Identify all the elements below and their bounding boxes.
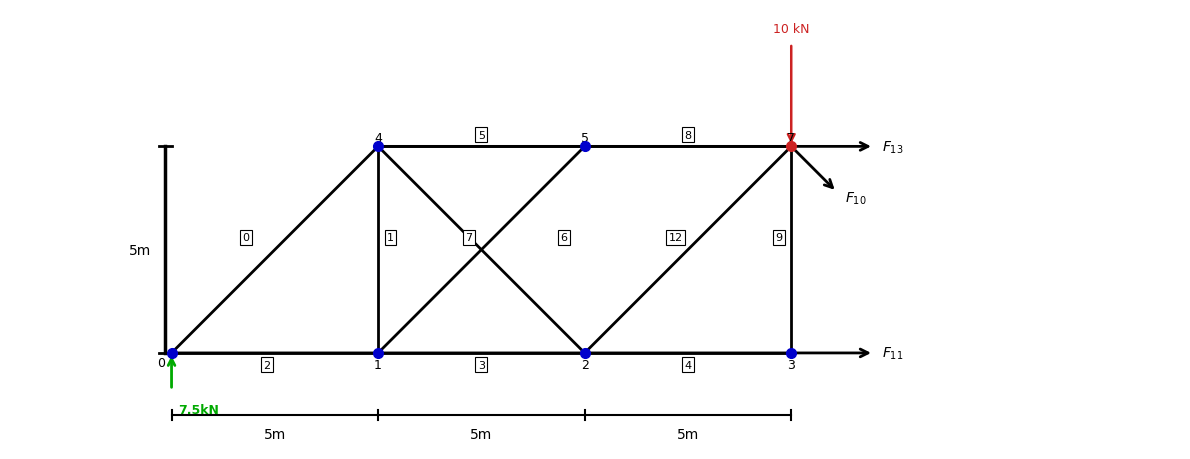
- Text: 5m: 5m: [130, 243, 151, 257]
- Text: 5: 5: [581, 131, 589, 145]
- Text: 2: 2: [263, 360, 270, 369]
- Text: 7.5kN: 7.5kN: [177, 403, 219, 415]
- Text: $F_{11}$: $F_{11}$: [882, 345, 903, 361]
- Text: 5m: 5m: [264, 427, 286, 442]
- Text: 5m: 5m: [470, 427, 493, 442]
- Text: 1: 1: [374, 358, 382, 371]
- Text: 0: 0: [157, 356, 165, 369]
- Text: 3: 3: [478, 360, 484, 369]
- Text: 5: 5: [478, 130, 484, 140]
- Text: 7: 7: [465, 233, 472, 243]
- Text: 10 kN: 10 kN: [774, 23, 809, 36]
- Text: 0: 0: [243, 233, 250, 243]
- Text: 4: 4: [374, 131, 382, 145]
- Text: 6: 6: [560, 233, 568, 243]
- Text: $F_{10}$: $F_{10}$: [845, 190, 866, 207]
- Text: 9: 9: [775, 233, 782, 243]
- Text: 7: 7: [788, 131, 795, 145]
- Text: 8: 8: [684, 130, 691, 140]
- Text: 1: 1: [387, 233, 394, 243]
- Text: $F_{13}$: $F_{13}$: [882, 139, 903, 155]
- Text: 12: 12: [669, 233, 683, 243]
- Text: 4: 4: [684, 360, 691, 369]
- Text: 5m: 5m: [677, 427, 699, 442]
- Text: 3: 3: [788, 358, 795, 371]
- Text: 2: 2: [581, 358, 589, 371]
